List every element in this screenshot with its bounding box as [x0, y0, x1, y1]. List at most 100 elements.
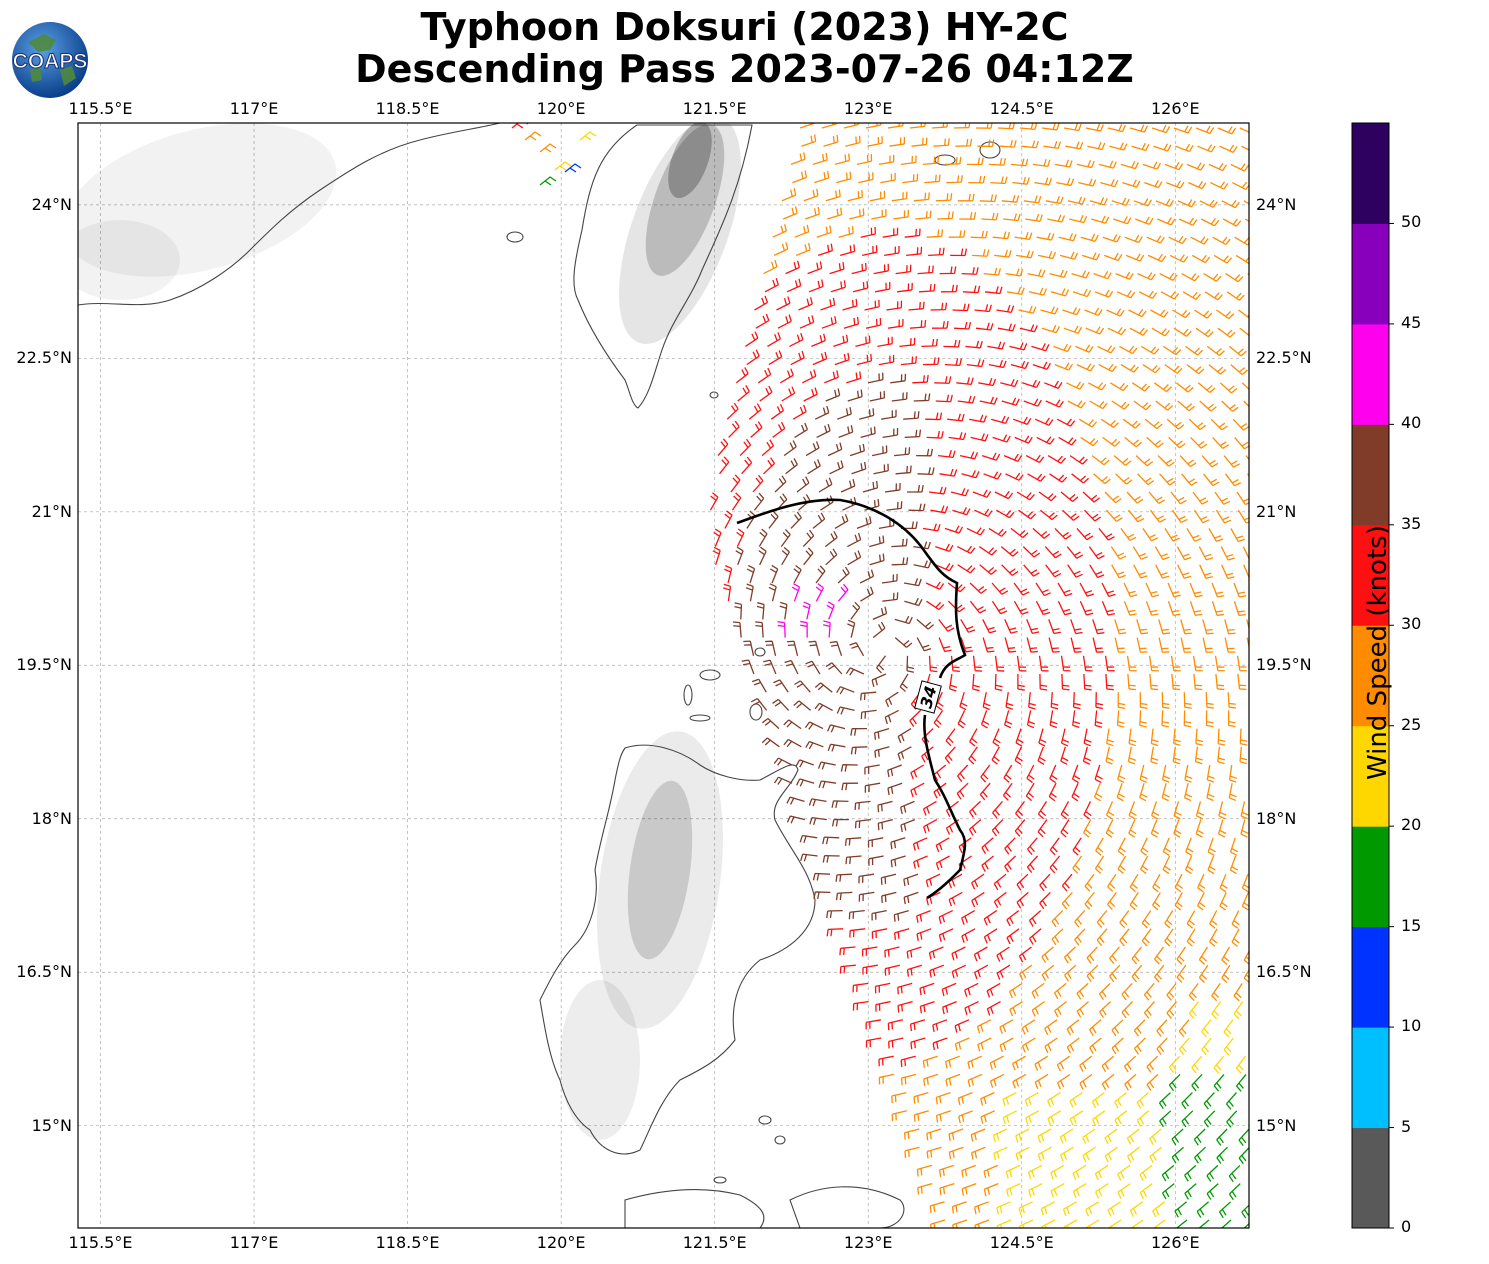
wind-barb: [926, 600, 945, 611]
wind-barb: [908, 301, 925, 311]
wind-barb: [1231, 910, 1240, 929]
wind-barb: [811, 333, 826, 348]
wind-barb: [869, 190, 886, 202]
wind-barb: [1100, 418, 1119, 429]
wind-barb: [1120, 161, 1139, 170]
wind-barb: [1142, 528, 1159, 542]
wind-barb: [919, 982, 935, 996]
wind-barb: [938, 619, 955, 632]
wind-barb: [935, 855, 950, 870]
wind-barb: [1039, 891, 1051, 910]
wind-barb: [712, 546, 721, 565]
wind-barb: [1221, 400, 1239, 412]
wind-barb: [826, 601, 835, 620]
wind-barb: [1104, 1128, 1118, 1145]
wind-barb: [818, 477, 833, 493]
title-line-2: Descending Pass 2023-07-26 04:12Z: [355, 47, 1134, 91]
wind-barb: [1008, 982, 1023, 999]
wind-barb: [1176, 946, 1186, 965]
wind-barb: [910, 764, 925, 780]
wind-barb: [1060, 819, 1070, 838]
wind-barb: [1128, 308, 1147, 318]
wind-barb: [1232, 418, 1249, 431]
wind-barb: [967, 1055, 982, 1070]
wind-barb: [1063, 123, 1082, 132]
wind-barb: [746, 349, 760, 366]
wind-barb: [1214, 655, 1225, 672]
wind-barb: [805, 660, 821, 675]
wind-barb: [1199, 564, 1213, 580]
wind-barb: [929, 1201, 945, 1214]
wind-barb: [904, 228, 921, 238]
wind-barb: [764, 277, 779, 293]
wind-barb: [1230, 364, 1249, 375]
wind-barb: [1253, 164, 1271, 171]
wind-barb: [849, 208, 865, 220]
wind-barb: [1037, 801, 1048, 820]
wind-barb: [869, 535, 885, 548]
lat-tick-label-right: 15°N: [1256, 1115, 1297, 1135]
wind-barb: [994, 490, 1014, 500]
wind-barb: [986, 1001, 1001, 1016]
wind-barb: [1010, 158, 1029, 167]
wind-barb: [874, 746, 890, 758]
wind-barb: [852, 982, 869, 993]
wind-barb: [1024, 1092, 1039, 1107]
wind-barb: [852, 281, 869, 293]
wind-barb: [739, 438, 752, 457]
wind-barb: [1127, 746, 1136, 765]
wind-barb: [1161, 692, 1170, 709]
wind-barb: [889, 136, 906, 147]
wind-barb: [1133, 564, 1148, 579]
wind-barb: [994, 673, 1003, 692]
colorbar: [1351, 122, 1394, 1229]
wind-barb: [1015, 728, 1024, 747]
wind-barb: [824, 530, 838, 548]
wind-barb: [1161, 783, 1170, 802]
wind-barb: [767, 332, 781, 347]
wind-barb: [803, 188, 819, 202]
wind-barb: [953, 123, 971, 129]
wind-barb: [1085, 1201, 1099, 1217]
wind-barb: [1104, 491, 1122, 504]
wind-barb: [974, 508, 993, 517]
wind-barb: [1217, 126, 1237, 135]
wind-barb: [1109, 382, 1129, 392]
wind-barb: [709, 492, 719, 511]
wind-barb: [773, 776, 793, 785]
wind-barb: [981, 837, 994, 854]
wind-barb: [1131, 964, 1143, 983]
lat-tick-label-left: 18°N: [31, 808, 72, 828]
wind-barb: [779, 368, 794, 384]
wind-barb: [881, 409, 897, 420]
wind-barb: [1122, 179, 1141, 188]
wind-barb: [891, 538, 908, 548]
wind-barb: [974, 304, 992, 313]
wind-barb: [795, 242, 811, 257]
wind-barb: [1171, 1128, 1184, 1146]
wind-barb: [1103, 252, 1123, 262]
wind-barb: [1005, 1164, 1021, 1179]
wind-barb: [1115, 473, 1133, 485]
wind-barb: [1022, 546, 1041, 558]
wind-barb: [1238, 1146, 1249, 1165]
wind-barb: [1081, 252, 1101, 261]
wind-barb: [1074, 928, 1086, 946]
wind-barb: [989, 1055, 1004, 1070]
wind-barb: [1091, 455, 1110, 466]
wind-barb: [1093, 473, 1111, 485]
wind-barb: [1186, 162, 1206, 171]
wind-barb: [1144, 179, 1163, 189]
wind-barb: [1133, 400, 1152, 411]
wind-barb: [730, 474, 741, 493]
wind-barb: [1089, 564, 1105, 579]
wind-barb: [1186, 910, 1196, 929]
wind-barb: [948, 1128, 964, 1142]
wind-barb: [1091, 215, 1110, 224]
wind-barb: [783, 206, 798, 220]
colorbar-tick-label: 20: [1401, 815, 1422, 835]
wind-barb: [1192, 655, 1203, 672]
wind-barb: [1148, 491, 1166, 505]
colorbar-segment: [1352, 926, 1389, 1028]
wind-barb: [1096, 910, 1108, 928]
